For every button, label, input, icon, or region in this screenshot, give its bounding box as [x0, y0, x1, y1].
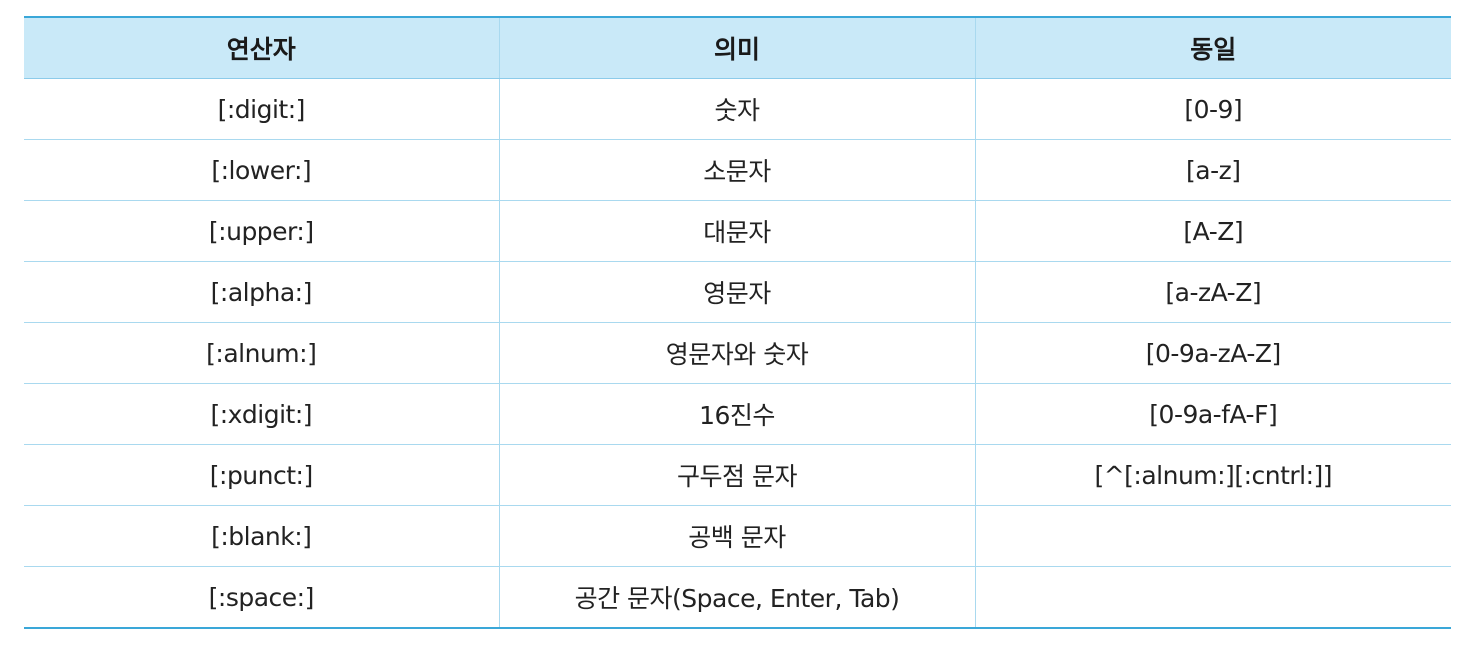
table-row: [:lower:] 소문자 [a-z]	[24, 139, 1451, 201]
table-header: 연산자 의미 동일	[24, 16, 1451, 79]
cell-meaning: 16진수	[498, 383, 976, 445]
cell-equivalent: [A-Z]	[974, 200, 1451, 262]
cell-operator: [:lower:]	[24, 139, 500, 201]
table-body: [:digit:] 숫자 [0-9] [:lower:] 소문자 [a-z] […	[24, 78, 1451, 629]
table-row: [:digit:] 숫자 [0-9]	[24, 78, 1451, 140]
cell-equivalent	[974, 505, 1451, 567]
cell-operator: [:digit:]	[24, 78, 500, 140]
cell-operator: [:space:]	[24, 566, 500, 629]
cell-equivalent	[974, 566, 1451, 629]
cell-meaning: 소문자	[498, 139, 976, 201]
table-row: [:upper:] 대문자 [A-Z]	[24, 200, 1451, 262]
regex-class-table-container: 연산자 의미 동일 [:digit:] 숫자 [0-9] [:lower:] 소…	[24, 16, 1451, 629]
cell-equivalent: [0-9a-zA-Z]	[974, 322, 1451, 384]
table-row: [:space:] 공간 문자(Space, Enter, Tab)	[24, 566, 1451, 629]
cell-operator: [:blank:]	[24, 505, 500, 567]
table-row: [:alnum:] 영문자와 숫자 [0-9a-zA-Z]	[24, 322, 1451, 384]
cell-meaning: 숫자	[498, 78, 976, 140]
cell-operator: [:alpha:]	[24, 261, 500, 323]
header-operator: 연산자	[24, 16, 500, 79]
cell-operator: [:punct:]	[24, 444, 500, 506]
cell-meaning: 공백 문자	[498, 505, 976, 567]
cell-equivalent: [a-z]	[974, 139, 1451, 201]
header-row: 연산자 의미 동일	[24, 16, 1451, 79]
table-row: [:punct:] 구두점 문자 [^[:alnum:][:cntrl:]]	[24, 444, 1451, 506]
cell-equivalent: [0-9]	[974, 78, 1451, 140]
cell-equivalent: [a-zA-Z]	[974, 261, 1451, 323]
cell-equivalent: [0-9a-fA-F]	[974, 383, 1451, 445]
header-equivalent: 동일	[974, 16, 1451, 79]
cell-meaning: 대문자	[498, 200, 976, 262]
cell-meaning: 영문자와 숫자	[498, 322, 976, 384]
cell-operator: [:xdigit:]	[24, 383, 500, 445]
table-row: [:blank:] 공백 문자	[24, 505, 1451, 567]
cell-equivalent: [^[:alnum:][:cntrl:]]	[974, 444, 1451, 506]
cell-operator: [:alnum:]	[24, 322, 500, 384]
cell-meaning: 공간 문자(Space, Enter, Tab)	[498, 566, 976, 629]
cell-meaning: 구두점 문자	[498, 444, 976, 506]
cell-meaning: 영문자	[498, 261, 976, 323]
header-meaning: 의미	[498, 16, 976, 79]
table-row: [:alpha:] 영문자 [a-zA-Z]	[24, 261, 1451, 323]
table-row: [:xdigit:] 16진수 [0-9a-fA-F]	[24, 383, 1451, 445]
cell-operator: [:upper:]	[24, 200, 500, 262]
regex-class-table: 연산자 의미 동일 [:digit:] 숫자 [0-9] [:lower:] 소…	[24, 16, 1451, 629]
